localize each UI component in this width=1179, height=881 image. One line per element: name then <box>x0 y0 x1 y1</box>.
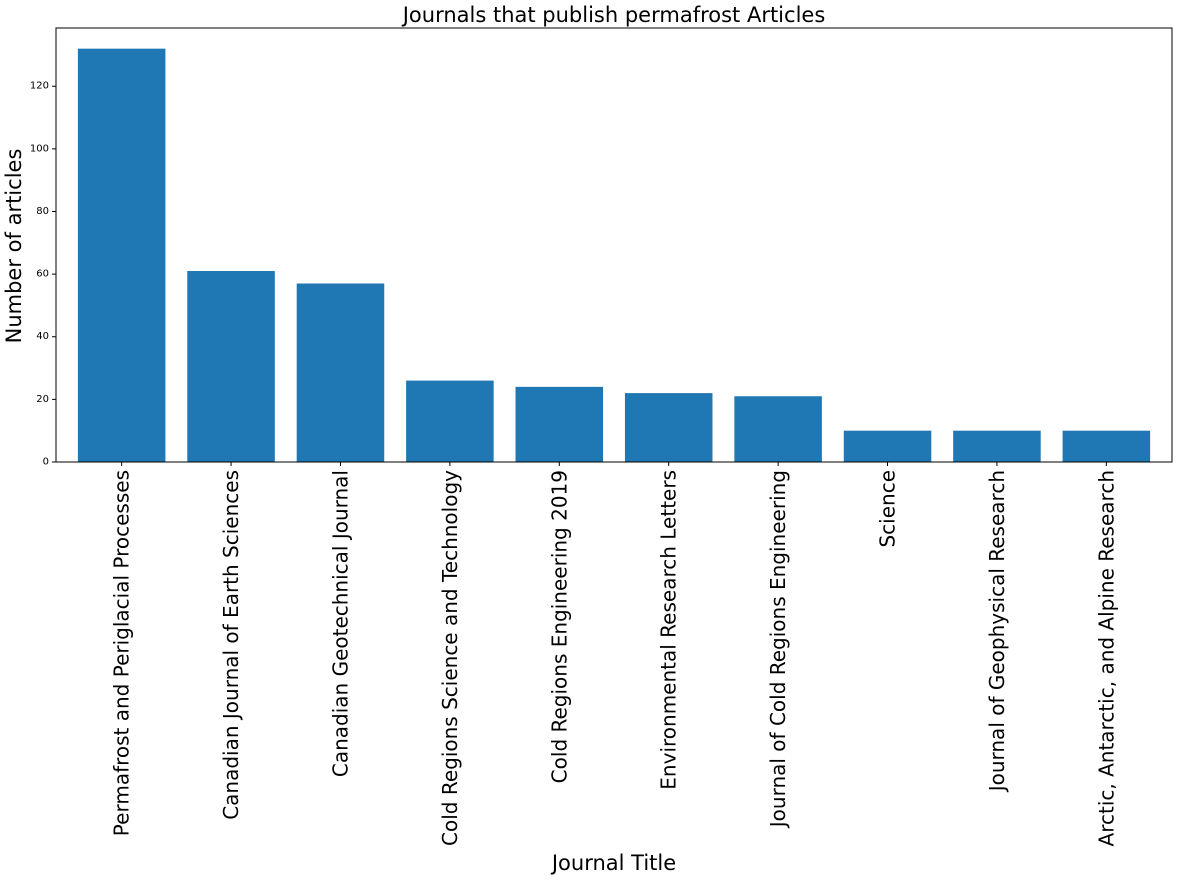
bar <box>77 48 166 463</box>
y-tick-label: 60 <box>36 269 49 280</box>
y-tick-label: 80 <box>36 206 49 217</box>
bar <box>624 393 713 462</box>
chart-title: Journals that publish permafrost Article… <box>401 3 826 27</box>
x-tick-label: Canadian Journal of Earth Sciences <box>219 470 243 820</box>
x-tick-label: Science <box>876 470 900 548</box>
bar <box>953 430 1041 462</box>
x-axis-label: Journal Title <box>550 851 676 875</box>
y-tick-label: 40 <box>36 331 49 342</box>
y-tick-label: 0 <box>43 457 49 468</box>
y-axis-label: Number of articles <box>2 149 26 344</box>
bar <box>296 283 385 462</box>
y-tick-label: 20 <box>36 394 49 405</box>
y-tick-label: 100 <box>30 143 49 154</box>
bars-group <box>77 48 1151 463</box>
bar <box>515 386 604 462</box>
plot-frame <box>55 27 1173 463</box>
x-tick-label: Arctic, Antarctic, and Alpine Research <box>1094 470 1118 846</box>
bar <box>187 270 275 462</box>
y-axis-ticks: 0 20 40 60 80 100 120 <box>30 81 56 468</box>
x-tick-label: Cold Regions Engineering 2019 <box>547 470 571 783</box>
y-tick-label: 120 <box>30 81 49 92</box>
bar <box>734 396 822 462</box>
x-tick-label: Environmental Research Letters <box>657 470 681 790</box>
x-tick-label: Journal of Geophysical Research <box>985 470 1009 793</box>
x-tick-label: Permafrost and Periglacial Processes <box>110 470 134 836</box>
x-tick-label: Journal of Cold Regions Engineering <box>766 470 790 829</box>
x-tick-label: Canadian Geotechnical Journal <box>328 470 352 777</box>
x-tick-label: Cold Regions Science and Technology <box>438 470 462 846</box>
bar <box>1062 430 1151 462</box>
bar <box>406 380 494 462</box>
x-axis-ticks: Permafrost and Periglacial Processes Cana… <box>110 462 1118 846</box>
bar <box>843 430 932 462</box>
